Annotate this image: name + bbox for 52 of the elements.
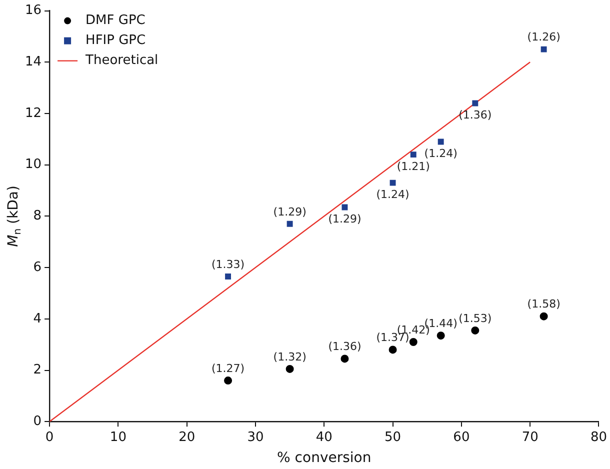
annotation: (1.32)	[273, 350, 306, 364]
point	[225, 274, 232, 280]
y-tick-label: 10	[24, 157, 42, 172]
x-tick-label: 60	[453, 430, 470, 445]
y-tick-label: 12	[24, 106, 42, 121]
annotation: (1.33)	[211, 258, 245, 271]
x-tick-label: 40	[316, 430, 332, 445]
x-tick-label: 0	[45, 430, 54, 445]
y-tick-label: 14	[24, 54, 42, 70]
point	[388, 346, 397, 354]
y-tick-label: 4	[33, 311, 42, 326]
annotation: (1.29)	[328, 212, 362, 226]
annotation: (1.27)	[211, 362, 245, 375]
x-tick-label: 30	[247, 430, 264, 445]
legend-label: HFIP GPC	[86, 33, 146, 48]
point	[340, 354, 349, 363]
point	[390, 180, 396, 186]
y-tick-label: 0	[33, 414, 42, 429]
point	[438, 138, 444, 145]
y-tick-label: 6	[33, 260, 42, 275]
point	[471, 326, 480, 334]
annotation: (1.36)	[328, 340, 362, 354]
point	[286, 220, 293, 227]
annotation: (1.53)	[458, 312, 492, 325]
y-tick-label: 16	[24, 3, 42, 18]
point	[410, 152, 416, 158]
annotation: (1.24)	[376, 188, 410, 202]
annotation: (1.58)	[527, 298, 560, 311]
legend-label: DMF GPC	[86, 13, 146, 28]
point	[286, 364, 294, 373]
annotation: (1.26)	[527, 30, 560, 44]
x-tick-label: 70	[522, 430, 538, 445]
y-axis-title: Mn (kDa)	[6, 186, 24, 247]
x-axis-title: % conversion	[277, 450, 372, 466]
y-tick-label: 8	[33, 208, 42, 224]
x-tick-label: 50	[384, 430, 402, 445]
legend-label: Theoretical	[84, 53, 158, 68]
point	[540, 312, 548, 320]
point	[224, 376, 232, 385]
x-tick-label: 20	[178, 430, 196, 445]
point	[540, 46, 547, 52]
y-tick-label: 2	[33, 362, 42, 378]
annotation: (1.36)	[458, 108, 492, 122]
point	[342, 204, 348, 210]
annotation: (1.24)	[424, 147, 458, 160]
annotation: (1.29)	[273, 205, 306, 218]
point	[472, 100, 478, 106]
annotation: (1.21)	[396, 160, 430, 173]
x-tick-label: 10	[110, 430, 126, 445]
point	[436, 332, 445, 340]
point	[409, 338, 418, 346]
x-tick-label: 80	[590, 430, 607, 445]
